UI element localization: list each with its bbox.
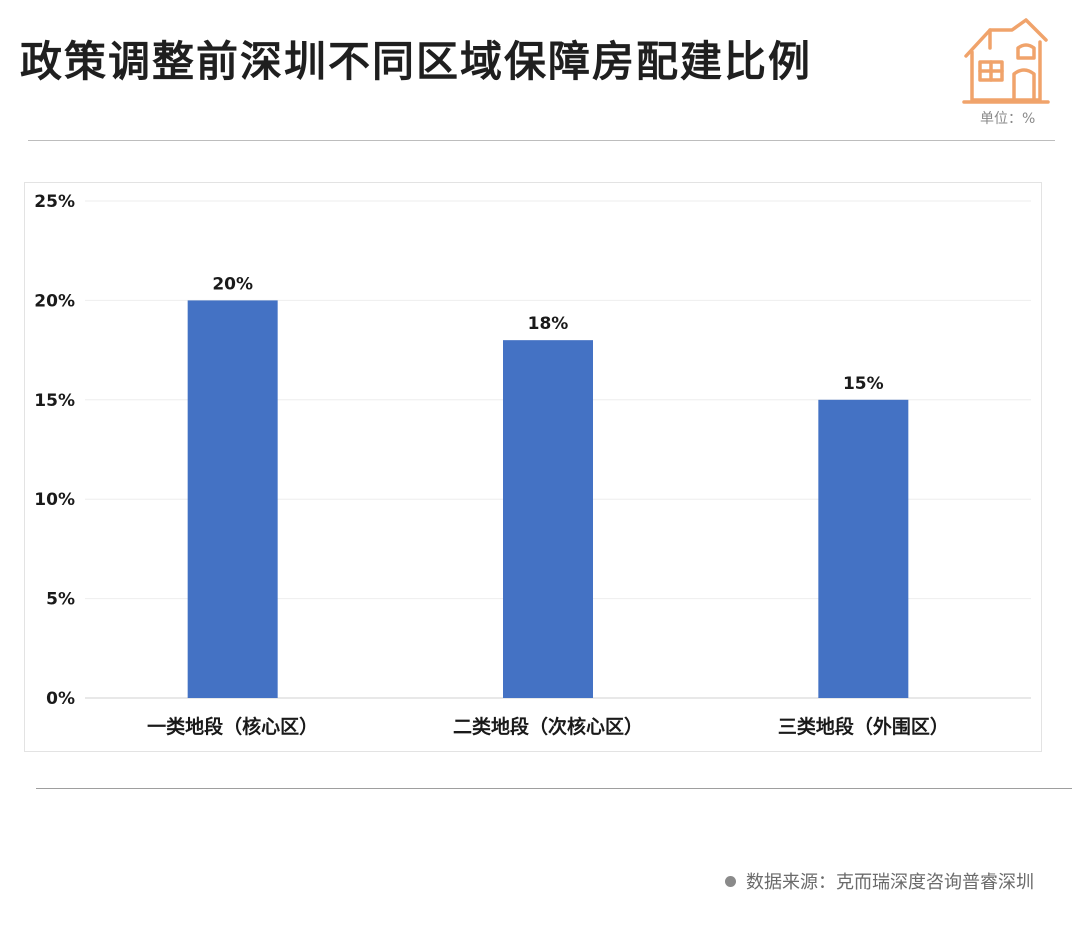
y-tick-label: 20% [34,291,75,311]
y-tick-label: 5% [46,590,75,610]
bar-chart: 0% 5% 10% 15% 20% 25% 20% 一类地段（核心区） 18% 二类地段（次核心区… [34,192,1031,738]
source-text: 数据来源：克而瑞深度咨询普睿深圳 [746,872,1034,893]
data-label: 20% [212,274,253,294]
category-label: 二类地段（次核心区） [453,715,643,738]
data-label: 15% [843,374,884,394]
unit-label: 单位：% [980,111,1036,127]
category-label: 三类地段（外围区） [778,715,949,738]
chart-panel: 0% 5% 10% 15% 20% 25% 20% 一类地段（核心区） 18% 二类地段（次核心区… [24,182,1042,752]
bar [818,399,909,698]
category-label: 一类地段（核心区） [147,715,318,738]
header-divider [28,140,1055,141]
data-label: 18% [528,314,569,334]
bullet-icon [725,875,736,887]
house-icon [962,18,1050,104]
bar [503,340,593,698]
source-note: 数据来源：克而瑞深度咨询普睿深圳 [725,868,1034,894]
y-tick-label: 0% [46,689,75,709]
bar [187,300,278,698]
y-tick-label: 10% [34,490,75,510]
y-tick-label: 25% [34,192,75,212]
footer-divider [36,788,1072,789]
y-tick-label: 15% [34,391,75,411]
page-title: 政策调整前深圳不同区域保障房配建比例 [20,37,813,86]
